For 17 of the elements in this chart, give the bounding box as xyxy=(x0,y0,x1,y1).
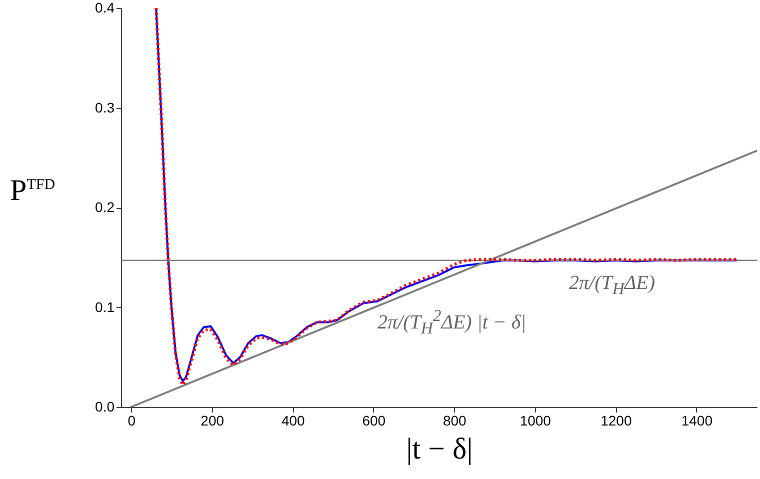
x-tick-label: 1000 xyxy=(520,412,552,428)
y-tick-label: 0.3 xyxy=(95,99,115,116)
y-tick-label: 0.0 xyxy=(95,398,115,414)
y-axis-title: P$^{TFD}$ xyxy=(10,174,56,207)
y-tick-label: 0.2 xyxy=(95,199,115,215)
x-tick-label: 600 xyxy=(362,412,386,428)
x-tick-label: 1400 xyxy=(681,412,713,428)
annotation: 2π/(T$_{H}$$^{2}$ΔE) |t − δ| xyxy=(378,306,526,338)
y-tick-label: 0.4 xyxy=(95,0,115,16)
x-tick-label: 1200 xyxy=(600,412,632,428)
y-tick-label: 0.1 xyxy=(95,298,115,315)
x-tick-label: 800 xyxy=(442,412,467,428)
x-tick-label: 0 xyxy=(128,412,136,428)
x-tick-label: 400 xyxy=(281,412,306,428)
x-tick-label: 200 xyxy=(200,412,224,428)
annotation: 2π/(T$_{H}$ΔE) xyxy=(569,272,656,298)
x-axis-title: |t − δ| xyxy=(406,432,473,466)
